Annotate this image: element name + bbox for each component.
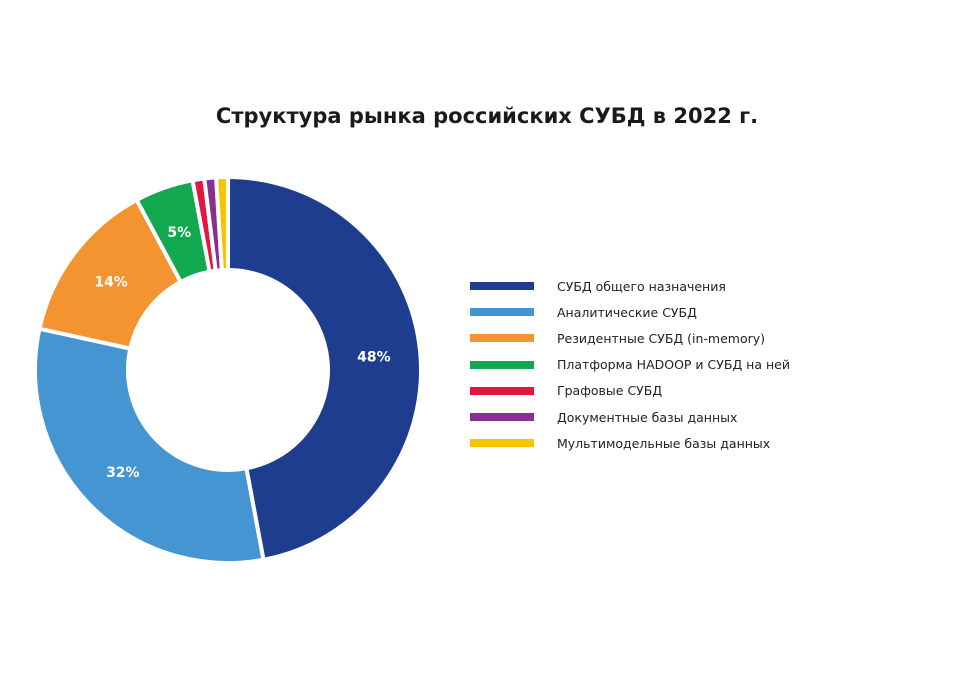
legend-label: Документные базы данных [557, 409, 738, 425]
legend-item: СУБД общего назначения [470, 273, 790, 299]
legend-swatch [470, 308, 534, 317]
donut-slice [33, 326, 266, 565]
legend-item: Резидентные СУБД (in-memory) [470, 325, 790, 351]
legend-item: Платформа HADOOP и СУБД на ней [470, 352, 790, 378]
slice-data-label: 5% [167, 225, 191, 241]
legend-swatch [470, 360, 534, 369]
slice-data-label: 14% [94, 275, 128, 291]
legend-item: Мультимодельные базы данных [470, 430, 790, 456]
legend-label: Платформа HADOOP и СУБД на ней [557, 357, 790, 373]
legend-item: Аналитические СУБД [470, 299, 790, 325]
legend-item: Документные базы данных [470, 404, 790, 430]
legend: СУБД общего назначения Аналитические СУБД… [470, 273, 790, 456]
legend-swatch [470, 334, 534, 343]
slice-data-label: 48% [357, 349, 391, 365]
legend-label: Мультимодельные базы данных [557, 435, 771, 451]
legend-swatch [470, 439, 534, 448]
legend-item: Графовые СУБД [470, 378, 790, 404]
legend-swatch [470, 386, 534, 395]
legend-label: Аналитические СУБД [557, 304, 697, 320]
legend-swatch [470, 282, 534, 291]
chart-title: Структура рынка российских СУБД в 2022 г… [215, 104, 759, 128]
legend-label: СУБД общего назначения [557, 278, 726, 294]
legend-swatch [470, 413, 534, 422]
donut-slice [213, 174, 230, 273]
donut-slice [226, 174, 423, 563]
legend-label: Графовые СУБД [557, 383, 663, 399]
legend-label: Резидентные СУБД (in-memory) [557, 330, 766, 346]
slice-data-label: 32% [106, 465, 140, 481]
